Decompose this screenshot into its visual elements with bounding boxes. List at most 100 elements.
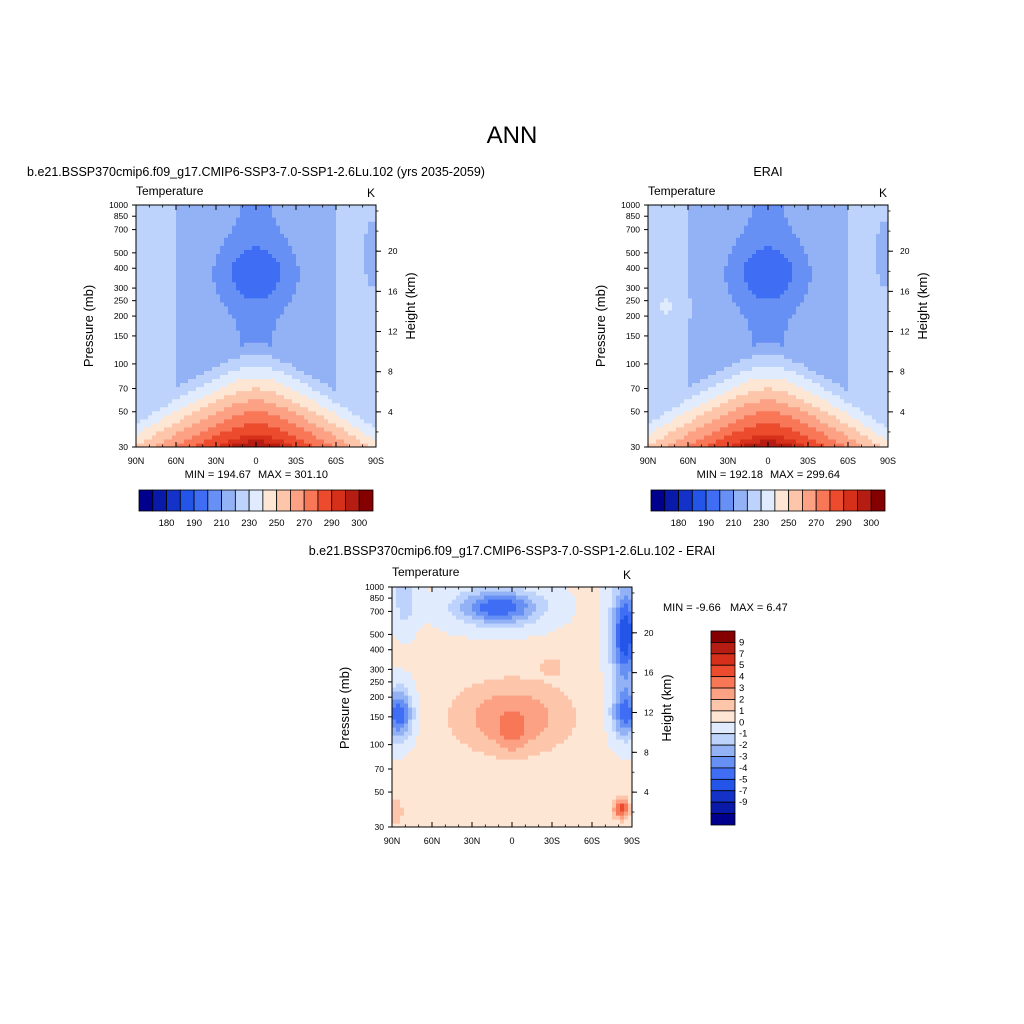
heatmap-cell: [204, 382, 209, 388]
heatmap-cell: [172, 370, 177, 375]
heatmap-cell: [144, 265, 149, 271]
colorbar-box: [276, 489, 291, 512]
heatmap-cell: [200, 313, 205, 319]
heatmap-cell: [356, 430, 361, 436]
heatmap-cell: [140, 422, 145, 428]
heatmap-cell: [720, 249, 725, 254]
heatmap-cell: [196, 382, 201, 388]
heatmap-cell: [348, 217, 353, 222]
heatmap-cell: [240, 241, 245, 246]
heatmap-cell: [144, 338, 149, 343]
heatmap-cell: [292, 350, 297, 355]
heatmap-cell: [292, 370, 297, 375]
heatmap-cell: [284, 334, 289, 339]
heatmap-cell: [656, 434, 661, 440]
heatmap-cell: [176, 229, 181, 234]
heatmap-cell: [656, 205, 661, 210]
heatmap-cell: [296, 273, 301, 279]
heatmap-cell: [304, 225, 309, 230]
heatmap-cell: [164, 301, 169, 307]
heatmap-cell: [312, 221, 317, 226]
heatmap-cell: [696, 330, 701, 335]
heatmap-cell: [180, 398, 185, 404]
heatmap-cell: [332, 225, 337, 230]
heatmap-cell: [304, 305, 309, 311]
heatmap-cell: [264, 330, 269, 335]
heatmap-cell: [656, 374, 661, 380]
heatmap-cell: [232, 358, 237, 363]
heatmap-cell: [204, 293, 209, 299]
heatmap-cell: [356, 297, 361, 303]
heatmap-cell: [172, 422, 177, 428]
heatmap-cell: [252, 346, 257, 351]
y-right-tick-label: 8: [388, 367, 393, 377]
heatmap-cell: [260, 334, 265, 339]
heatmap-cell: [280, 237, 285, 242]
heatmap-cell: [180, 273, 185, 279]
heatmap-cell: [324, 237, 329, 242]
heatmap-cell: [232, 213, 237, 218]
heatmap-cell: [292, 438, 297, 444]
heatmap-cell: [300, 378, 305, 384]
heatmap-cell: [648, 366, 653, 371]
heatmap-cell: [712, 374, 717, 380]
heatmap-cell: [284, 221, 289, 226]
heatmap-cell: [320, 241, 325, 246]
heatmap-cell: [276, 269, 281, 275]
heatmap-cell: [652, 426, 657, 432]
heatmap-cell: [144, 237, 149, 242]
heatmap-cell: [140, 289, 145, 295]
heatmap-cell: [700, 370, 705, 375]
heatmap-cell: [696, 257, 701, 263]
heatmap-cell: [204, 354, 209, 359]
heatmap-cell: [208, 394, 213, 400]
heatmap-cell: [268, 241, 273, 246]
heatmap-cell: [184, 330, 189, 335]
heatmap-cell: [700, 390, 705, 396]
heatmap-cell: [300, 438, 305, 444]
heatmap-cell: [164, 366, 169, 371]
heatmap-cell: [276, 253, 281, 259]
heatmap-cell: [152, 406, 157, 412]
heatmap-cell: [668, 334, 673, 339]
heatmap-cell: [668, 434, 673, 440]
heatmap-cell: [308, 229, 313, 234]
heatmap-cell: [176, 257, 181, 263]
heatmap-cell: [276, 213, 281, 218]
heatmap-cell: [228, 205, 233, 210]
heatmap-cell: [356, 354, 361, 359]
heatmap-cell: [364, 205, 369, 210]
heatmap-cell: [288, 317, 293, 323]
heatmap-cell: [352, 426, 357, 432]
heatmap-cell: [248, 330, 253, 335]
heatmap-cell: [724, 350, 729, 355]
heatmap-cell: [228, 237, 233, 242]
heatmap-cell: [164, 358, 169, 363]
heatmap-cell: [288, 265, 293, 271]
heatmap-cell: [712, 317, 717, 323]
heatmap-cell: [364, 346, 369, 351]
heatmap-cell: [340, 350, 345, 355]
heatmap-cell: [328, 366, 333, 371]
heatmap-cell: [292, 366, 297, 371]
heatmap-cell: [672, 321, 677, 327]
heatmap-cell: [176, 334, 181, 339]
heatmap-cell: [200, 301, 205, 307]
heatmap-cell: [276, 326, 281, 331]
heatmap-cell: [348, 438, 353, 444]
heatmap-cell: [660, 346, 665, 351]
heatmap-cell: [720, 410, 725, 416]
heatmap-cell: [292, 402, 297, 408]
heatmap-cell: [160, 229, 165, 234]
heatmap-cell: [252, 370, 257, 375]
heatmap-cell: [676, 406, 681, 412]
heatmap-cell: [172, 277, 177, 283]
heatmap-cell: [252, 374, 257, 380]
heatmap-cell: [240, 301, 245, 307]
heatmap-cell: [264, 374, 269, 380]
heatmap-cell: [696, 249, 701, 254]
heatmap-cell: [352, 398, 357, 404]
heatmap-cell: [216, 362, 221, 367]
heatmap-cell: [696, 418, 701, 424]
heatmap-cell: [344, 277, 349, 283]
